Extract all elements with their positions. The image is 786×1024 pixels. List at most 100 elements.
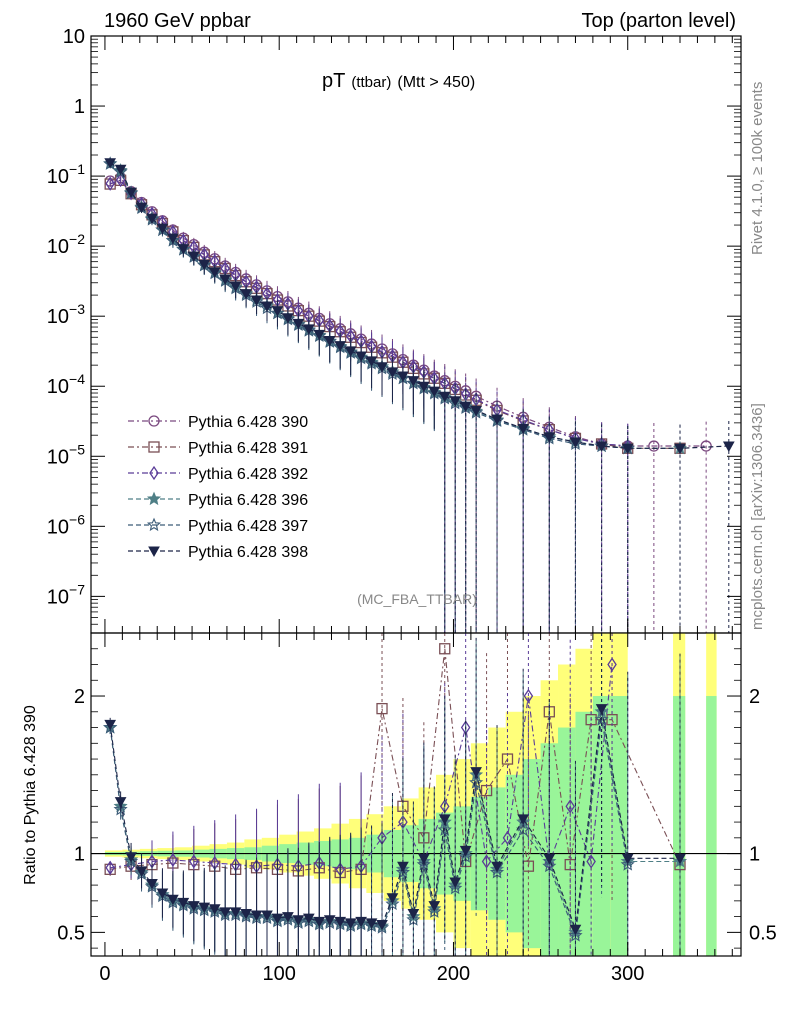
ratio-point [437, 822, 452, 836]
data-point [323, 335, 336, 347]
ratio-point [313, 916, 326, 928]
ratio-point [376, 919, 388, 931]
data-point [261, 301, 273, 312]
ratio-point [565, 799, 576, 814]
mcplots-label: mcplots.cern.ch [arXiv:1306.3436] [749, 403, 766, 630]
ratio-point [334, 916, 347, 928]
ratio-point [302, 913, 315, 925]
ratio-point [208, 904, 221, 915]
y-tick-label: 10−7 [47, 581, 85, 608]
legend-marker [148, 546, 160, 558]
ratio-point [344, 918, 357, 929]
data-point [229, 281, 242, 293]
ratio-point [621, 853, 634, 865]
legend: Pythia 6.428 390 Pythia 6.428 391 Pythia 6… [128, 414, 308, 561]
x-tick-label: 0 [99, 963, 110, 985]
ratio-point [198, 902, 211, 914]
ratio-point [168, 852, 178, 868]
ratio-point [365, 918, 378, 929]
data-point [156, 223, 169, 235]
ratio-point [607, 657, 617, 672]
ratio-point [674, 853, 686, 865]
ratio-plot-panel: 0.5 0.5 1 1 2 2 0 100 200 300 [57, 632, 777, 985]
data-point [167, 233, 179, 245]
ratio-point [385, 896, 400, 911]
data-point [104, 158, 117, 169]
ratio-point [135, 866, 148, 877]
legend-entry: Pythia 6.428 398 [128, 544, 308, 561]
ratio-point [543, 853, 556, 865]
legend-label: Pythia 6.428 396 [188, 492, 308, 509]
data-point [135, 202, 148, 214]
ratio-point [229, 907, 242, 918]
data-point [198, 259, 211, 271]
data-point [438, 391, 451, 403]
data-point [376, 362, 388, 373]
data-point [397, 371, 409, 383]
ratio-point [355, 916, 367, 928]
ratio-point [502, 830, 513, 846]
main-axes: 10 1 10−1 10−2 10−3 10−4 10−5 10−6 10−7 [47, 26, 742, 634]
data-point [114, 164, 127, 176]
ratio-point [114, 797, 127, 808]
data-point [569, 437, 582, 449]
ratio-point [416, 857, 431, 871]
series-line [109, 162, 729, 449]
legend-marker [148, 441, 160, 453]
ratio-point [167, 894, 179, 906]
ratio-series-398 [104, 633, 686, 956]
series-line [109, 179, 680, 449]
ratio-point [156, 888, 169, 900]
series-line [109, 163, 628, 449]
legend-entry: Pythia 6.428 396 [128, 491, 308, 509]
ratio-point [105, 860, 115, 875]
y-tick-label: 10−4 [47, 371, 85, 398]
series-398 [104, 158, 735, 633]
y-tick-label: 10−2 [47, 231, 85, 258]
x-tick-label: 100 [263, 963, 296, 985]
legend-label: Pythia 6.428 391 [188, 440, 308, 457]
data-point [517, 423, 530, 435]
ratio-point [261, 910, 273, 922]
green-band [706, 696, 717, 956]
ratio-point [568, 928, 583, 942]
data-point [250, 295, 263, 307]
y-tick-label: 10−6 [47, 511, 85, 538]
plot-title: pT (ttbar) (Mtt > 450) [322, 70, 475, 92]
legend-entry: Pythia 6.428 392 [128, 465, 308, 483]
data-point [240, 289, 252, 300]
ratio-point [523, 688, 534, 704]
ratio-point [187, 901, 200, 912]
process-label: Top (parton level) [581, 10, 736, 32]
legend-label: Pythia 6.428 397 [188, 518, 308, 535]
ratio-axes: 0.5 0.5 1 1 2 2 0 100 200 300 [57, 632, 777, 985]
ratio-point [517, 814, 530, 825]
data-point [491, 414, 503, 426]
ratio-point [448, 880, 463, 895]
series-line [109, 163, 680, 449]
data-point [105, 176, 115, 191]
y-tick-label: 10−3 [47, 301, 85, 328]
ratio-y-tick-label-right: 0.5 [749, 922, 777, 944]
series-line [109, 179, 628, 447]
data-point [271, 306, 284, 317]
data-point [355, 351, 367, 363]
energy-label: 1960 GeV ppbar [104, 10, 251, 32]
data-point [187, 251, 200, 263]
ratio-y-tick-label-right: 1 [749, 844, 760, 866]
data-point [344, 346, 357, 357]
main-plot-panel: 10 1 10−1 10−2 10−3 10−4 10−5 10−6 10−7 pT (ttbar… [47, 26, 742, 634]
legend-entry: Pythia 6.428 391 [128, 440, 308, 457]
green-band [575, 711, 593, 956]
data-point [674, 443, 686, 455]
series-390 [104, 172, 712, 633]
ratio-point [125, 852, 137, 863]
data-point [621, 443, 634, 455]
ratio-point [407, 908, 420, 920]
y-tick-label: 10−5 [47, 441, 85, 468]
ratio-point [219, 907, 232, 918]
data-point [125, 187, 137, 199]
green-band [610, 696, 628, 956]
legend-label: Pythia 6.428 390 [188, 414, 308, 431]
